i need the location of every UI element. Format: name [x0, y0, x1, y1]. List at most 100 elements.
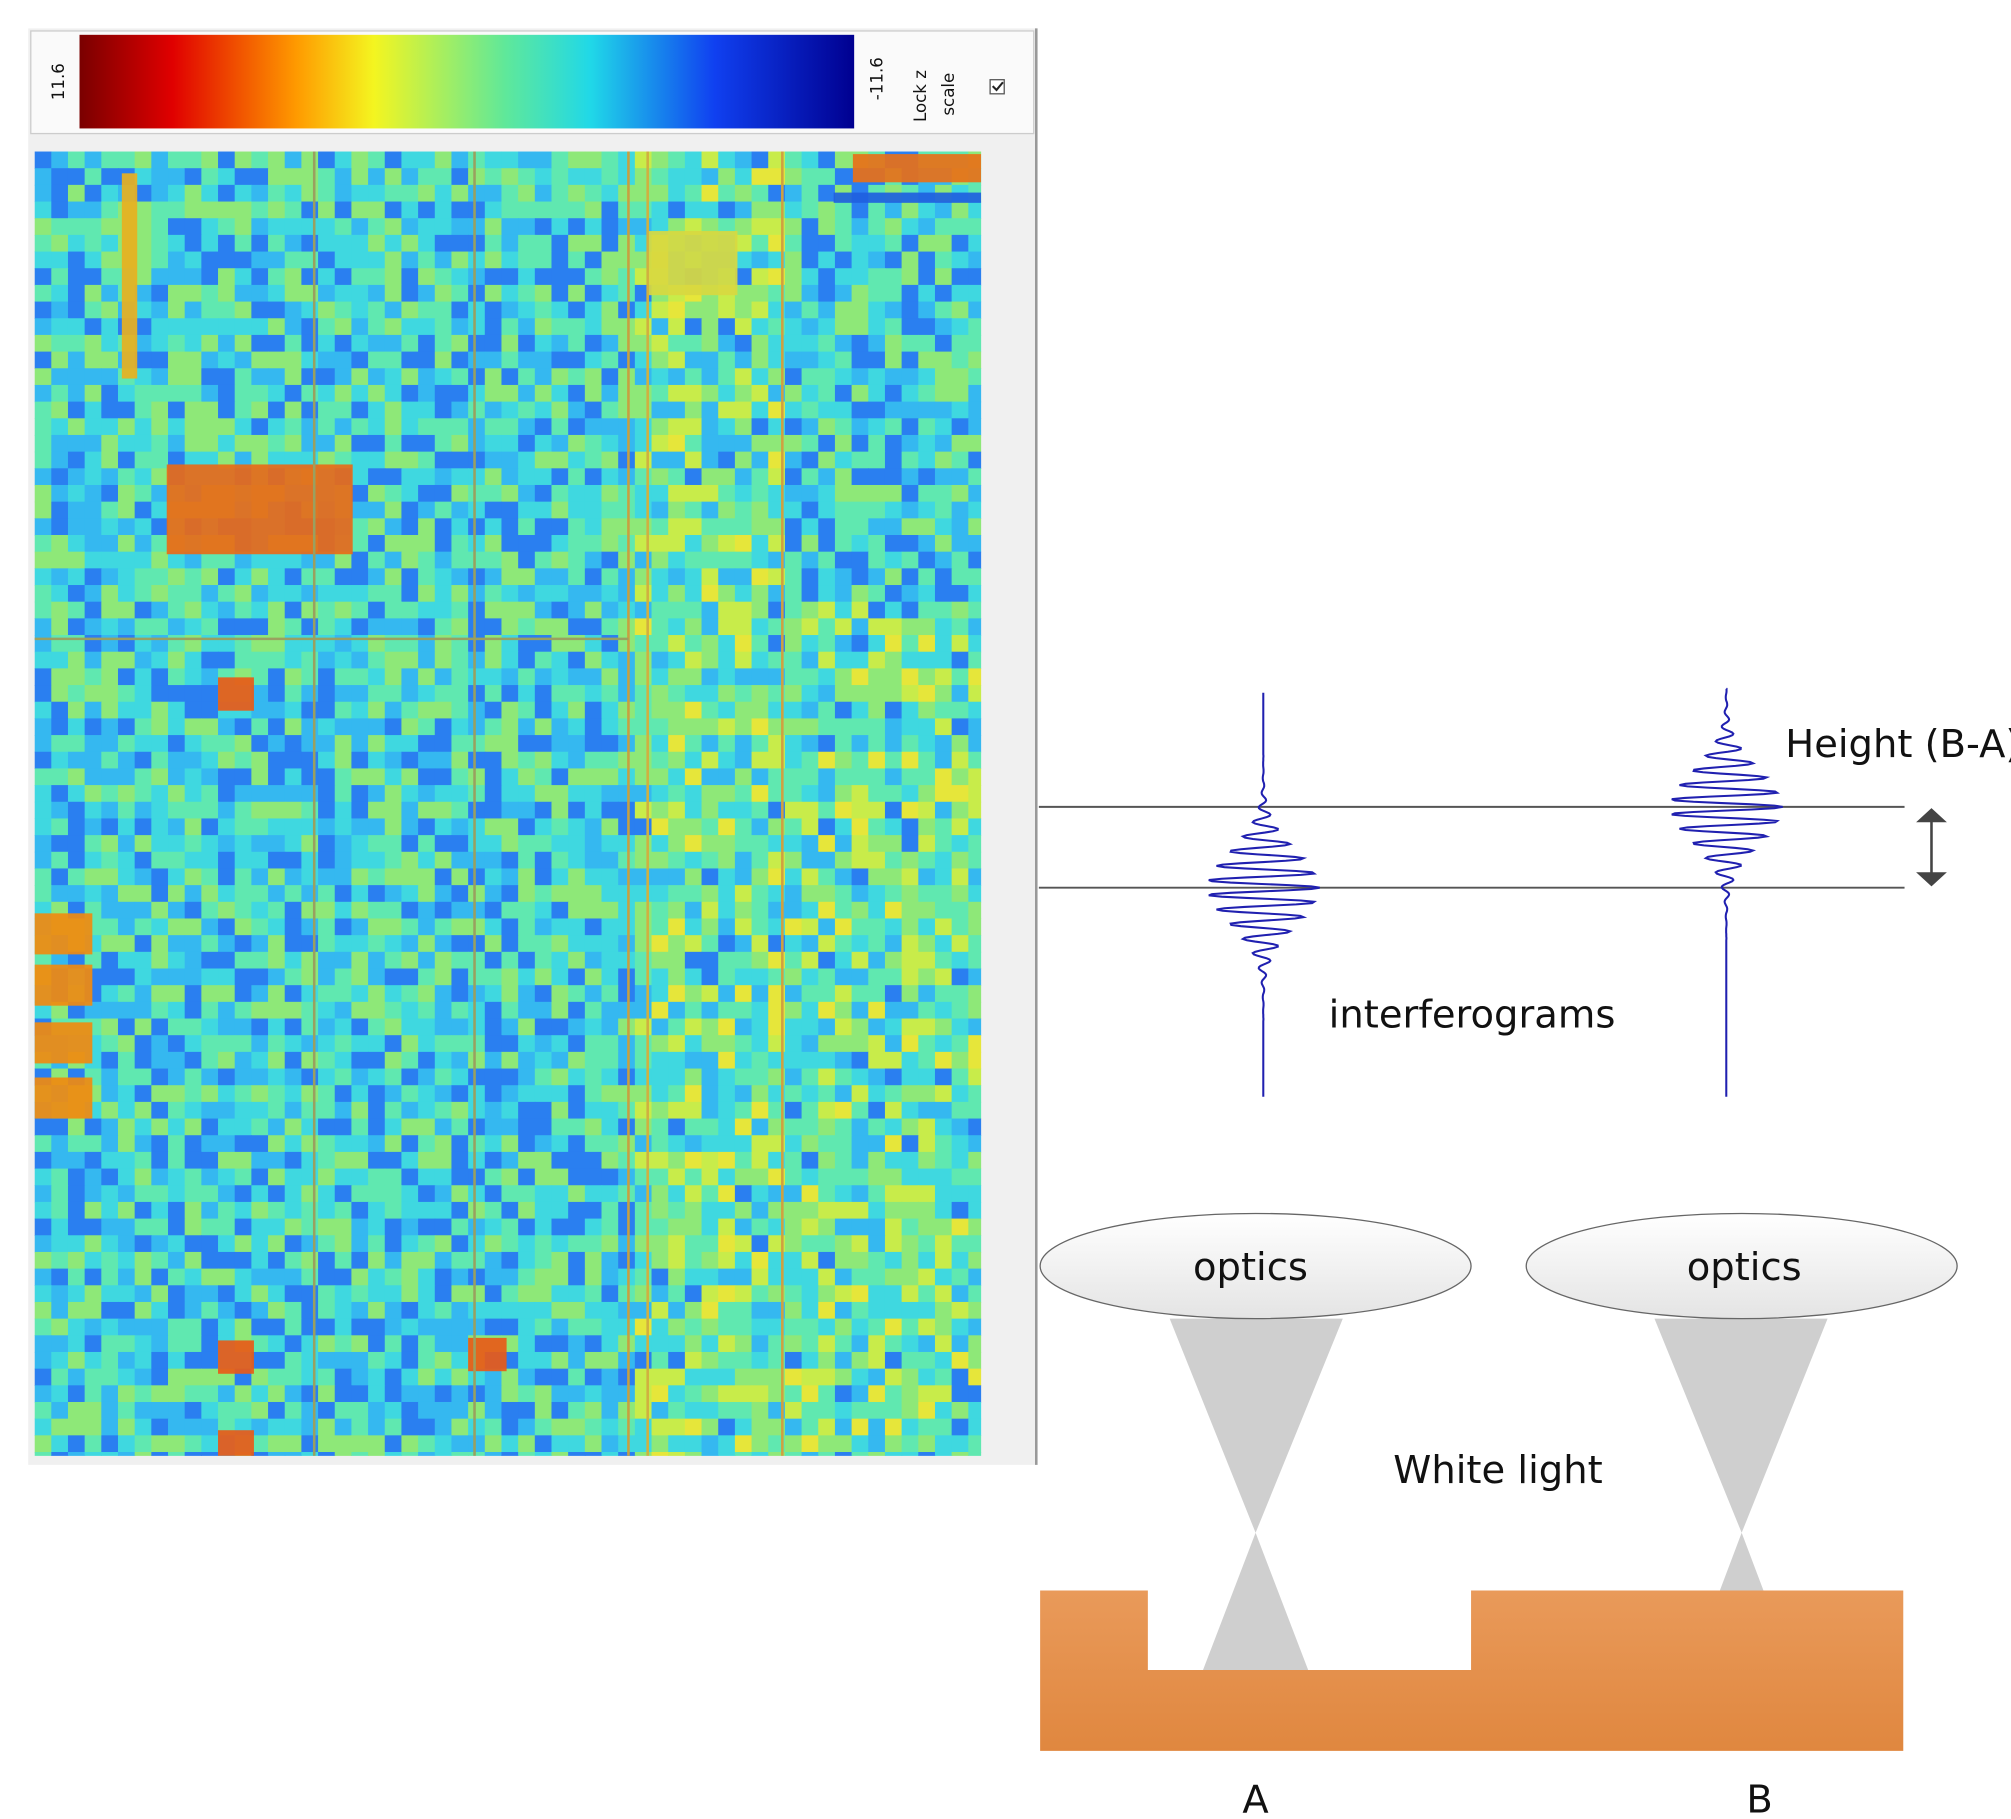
height-cell: [518, 1302, 535, 1319]
height-cell: [518, 885, 535, 902]
height-cell: [852, 635, 869, 652]
height-cell: [685, 1135, 702, 1152]
height-cell: [785, 152, 802, 169]
height-cell: [201, 352, 218, 369]
height-cell: [101, 802, 118, 819]
height-cell: [618, 1102, 635, 1119]
height-cell: [935, 1169, 952, 1186]
height-cell: [551, 802, 568, 819]
height-cell: [535, 268, 552, 285]
height-cell: [735, 285, 752, 302]
height-cell: [218, 385, 235, 402]
height-cell: [818, 1152, 835, 1169]
height-cell: [268, 218, 285, 235]
height-cell: [752, 518, 769, 535]
height-cell: [168, 902, 185, 919]
height-cell: [501, 718, 518, 735]
height-cell: [501, 985, 518, 1002]
height-cell: [668, 302, 685, 319]
height-cell: [952, 535, 969, 552]
height-cell: [535, 1185, 552, 1202]
height-cell: [602, 735, 619, 752]
height-cell: [485, 518, 502, 535]
height-cell: [335, 1402, 352, 1419]
height-cell: [935, 868, 952, 885]
height-cell: [568, 352, 585, 369]
height-cell: [51, 785, 68, 802]
height-cell: [351, 1402, 368, 1419]
height-cell: [251, 685, 268, 702]
height-cell: [685, 318, 702, 335]
height-cell: [51, 218, 68, 235]
height-cell: [785, 1152, 802, 1169]
height-cell: [802, 585, 819, 602]
height-cell: [385, 185, 402, 202]
height-cell: [151, 235, 168, 252]
height-cell: [85, 568, 102, 585]
height-cell: [235, 418, 252, 435]
height-cell: [935, 402, 952, 419]
height-cell: [802, 1235, 819, 1252]
height-cell: [685, 402, 702, 419]
height-cell: [251, 1002, 268, 1019]
height-cell: [368, 1269, 385, 1286]
height-cell: [168, 1019, 185, 1036]
height-cell: [868, 885, 885, 902]
height-cell: [718, 718, 735, 735]
height-cell: [585, 1302, 602, 1319]
height-cell: [101, 1019, 118, 1036]
height-cell: [135, 268, 152, 285]
height-cell: [268, 1019, 285, 1036]
height-cell: [652, 1385, 669, 1402]
height-cell: [201, 1319, 218, 1336]
height-cell: [101, 1419, 118, 1436]
height-cell: [68, 852, 85, 869]
height-cell: [401, 335, 418, 352]
height-cell: [752, 768, 769, 785]
height-cell: [551, 302, 568, 319]
height-cell: [535, 1335, 552, 1352]
height-cell: [902, 335, 919, 352]
height-cell: [568, 968, 585, 985]
height-cell: [685, 702, 702, 719]
height-cell: [718, 1119, 735, 1136]
height-cell: [602, 1419, 619, 1436]
height-cell: [185, 568, 202, 585]
height-cell: [935, 835, 952, 852]
height-cell: [918, 535, 935, 552]
height-cell: [785, 1235, 802, 1252]
height-cell: [935, 1369, 952, 1386]
height-cell: [902, 885, 919, 902]
height-cell: [935, 585, 952, 602]
height-cell: [501, 902, 518, 919]
height-cell: [618, 1402, 635, 1419]
height-cell: [418, 702, 435, 719]
height-cell: [618, 1085, 635, 1102]
height-cell: [451, 802, 468, 819]
height-cell: [418, 368, 435, 385]
height-cell: [802, 368, 819, 385]
height-cell: [668, 735, 685, 752]
height-cell: [752, 1219, 769, 1236]
height-cell: [885, 852, 902, 869]
height-cell: [518, 718, 535, 735]
height-cell: [468, 1269, 485, 1286]
height-cell: [602, 868, 619, 885]
height-cell: [418, 1352, 435, 1369]
height-cell: [802, 968, 819, 985]
height-cell: [702, 185, 719, 202]
height-cell: [318, 702, 335, 719]
height-cell: [318, 1235, 335, 1252]
height-cell: [702, 502, 719, 519]
height-cell: [35, 1302, 52, 1319]
height-cell: [235, 918, 252, 935]
height-cell: [485, 452, 502, 469]
height-cell: [618, 1269, 635, 1286]
height-cell: [585, 835, 602, 852]
height-cell: [468, 1385, 485, 1402]
height-cell: [401, 1002, 418, 1019]
height-cell: [301, 752, 318, 769]
height-cell: [51, 1119, 68, 1136]
height-cell: [718, 1135, 735, 1152]
height-cell: [868, 1069, 885, 1086]
